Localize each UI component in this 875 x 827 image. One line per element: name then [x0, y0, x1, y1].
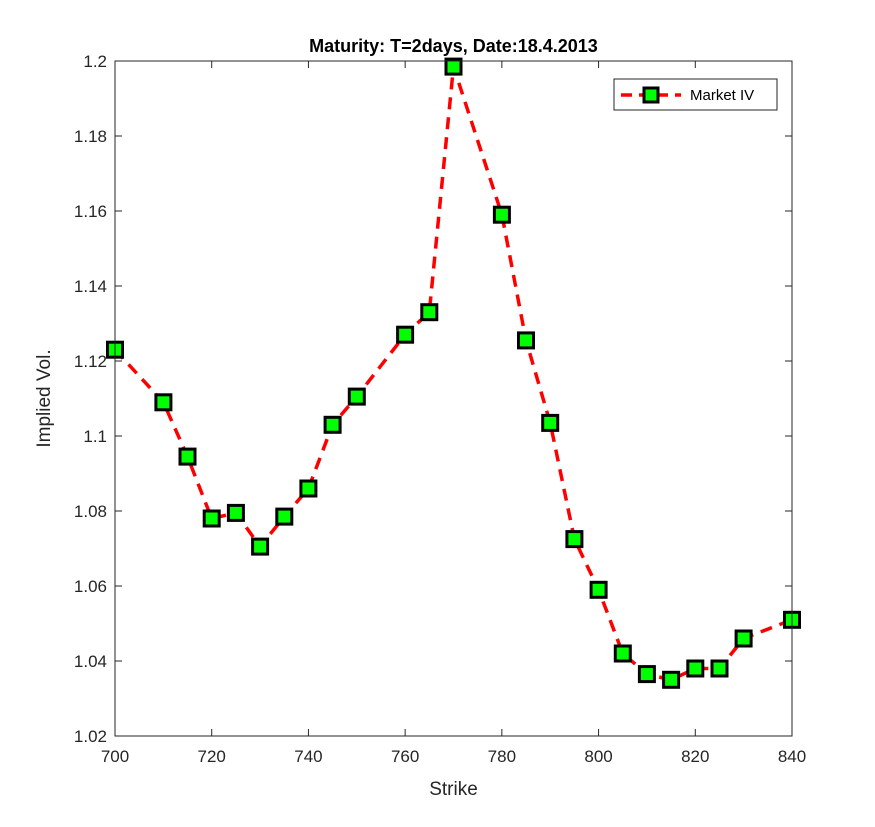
- x-tick-label: 700: [101, 747, 129, 766]
- y-tick-label: 1.14: [74, 277, 107, 296]
- x-tick-label: 840: [778, 747, 806, 766]
- data-point: [541, 413, 560, 432]
- x-tick-label: 800: [584, 747, 612, 766]
- data-point: [420, 303, 439, 322]
- data-point: [662, 670, 681, 689]
- x-tick-label: 720: [198, 747, 226, 766]
- data-point: [492, 205, 511, 224]
- x-axis-label: Strike: [429, 779, 478, 800]
- data-point: [396, 325, 415, 344]
- y-axis-label: Implied Vol.: [34, 349, 55, 447]
- data-point: [710, 659, 729, 678]
- y-tick-label: 1.06: [74, 577, 107, 596]
- y-tick-label: 1.1: [83, 427, 107, 446]
- y-tick-label: 1.04: [74, 652, 107, 671]
- data-point: [444, 57, 463, 76]
- data-point: [517, 331, 535, 350]
- data-point: [686, 659, 705, 678]
- data-point: [734, 629, 753, 648]
- data-point: [275, 507, 294, 526]
- data-point: [251, 537, 270, 556]
- x-tick-label: 780: [488, 747, 516, 766]
- data-point: [299, 479, 318, 498]
- axes-box: [114, 60, 793, 737]
- data-point: [202, 509, 221, 528]
- data-point: [613, 644, 632, 663]
- data-point: [589, 580, 608, 599]
- y-tick-label: 1.02: [74, 727, 107, 746]
- x-tick-label: 740: [294, 747, 322, 766]
- plot-area: [106, 57, 801, 689]
- data-point: [347, 387, 366, 406]
- y-tick-label: 1.2: [83, 52, 107, 71]
- data-point: [178, 447, 197, 466]
- x-tick-label: 760: [391, 747, 419, 766]
- data-point: [323, 415, 342, 434]
- y-tick-label: 1.16: [74, 202, 107, 221]
- data-point: [154, 393, 173, 412]
- y-tick-label: 1.18: [74, 127, 107, 146]
- chart-title: Maturity: T=2days, Date:18.4.2013: [309, 36, 598, 56]
- data-point: [637, 665, 656, 684]
- x-tick-label: 820: [681, 747, 709, 766]
- data-point: [226, 503, 245, 522]
- legend: Market IV: [613, 78, 778, 111]
- y-tick-label: 1.12: [74, 352, 107, 371]
- data-point: [565, 530, 584, 549]
- legend-entry-market-iv: Market IV: [690, 87, 754, 104]
- y-tick-label: 1.08: [74, 502, 107, 521]
- legend-marker-sample: [642, 86, 660, 104]
- axes: 700 720 740 760 780 800 820 840 1.02 1.04 1.06 1.08…: [74, 52, 806, 766]
